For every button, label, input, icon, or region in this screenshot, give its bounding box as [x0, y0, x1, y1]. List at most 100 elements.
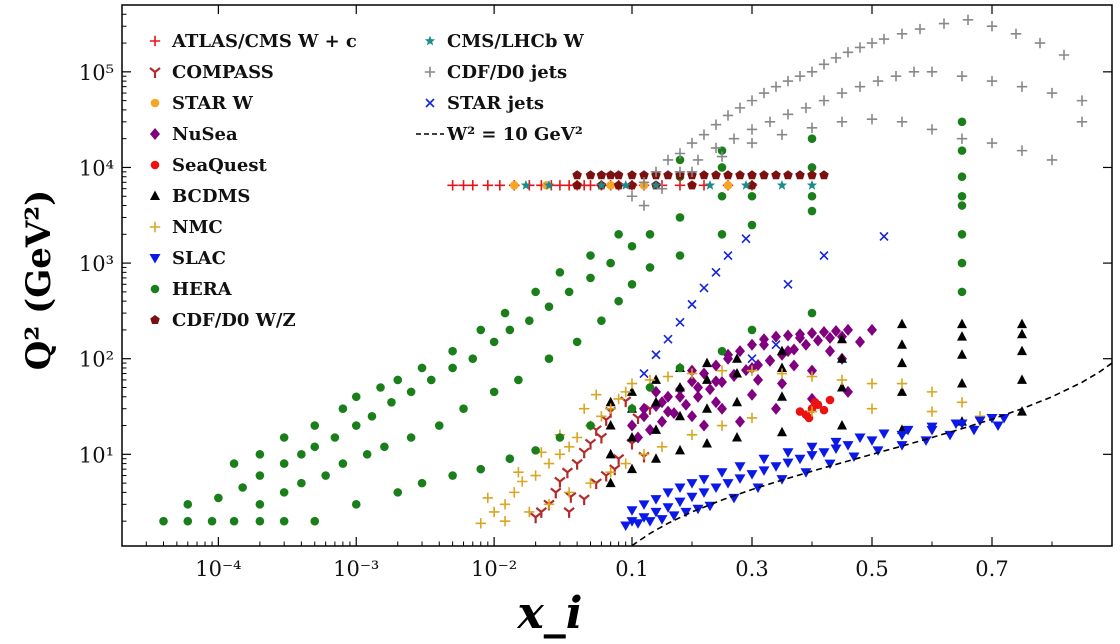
data-point	[482, 492, 494, 504]
data-point	[626, 378, 638, 389]
x-tick-label: 0.7	[975, 557, 1008, 581]
x-tick-label: 0.3	[735, 557, 768, 581]
data-point	[279, 488, 289, 497]
data-point	[406, 433, 416, 442]
data-point	[854, 433, 866, 443]
data-point	[614, 296, 623, 306]
data-point	[448, 363, 457, 373]
legend-entry-compass: COMPASS	[149, 62, 274, 83]
data-point	[612, 453, 625, 465]
legend-entry-nmc: NMC	[149, 217, 223, 238]
data-point	[376, 383, 385, 392]
data-point	[674, 166, 686, 178]
data-point	[572, 170, 582, 180]
data-point	[717, 163, 727, 172]
data-point	[759, 338, 769, 351]
data-point	[645, 230, 655, 239]
data-point	[806, 451, 818, 461]
data-point	[753, 373, 763, 386]
data-point	[543, 458, 555, 469]
data-point	[417, 363, 427, 373]
data-point	[586, 273, 595, 283]
data-point	[732, 353, 742, 363]
data-point	[837, 420, 847, 430]
data-point	[686, 479, 698, 489]
data-point	[806, 66, 818, 78]
data-point	[711, 396, 721, 409]
data-point	[842, 47, 854, 58]
data-point	[717, 230, 727, 239]
data-point	[897, 318, 907, 329]
data-point	[674, 148, 686, 159]
data-point	[675, 410, 685, 421]
data-point	[509, 181, 519, 190]
data-point	[605, 448, 616, 459]
data-point	[406, 387, 416, 397]
data-point	[717, 402, 727, 415]
data-point	[351, 421, 361, 430]
axis-ticks: 10¹ 10² 10³ 10⁴ 10⁵ 10⁻⁴ 10⁻³ 10⁻² 0.1 0.3 0.5 0.7	[79, 4, 1112, 581]
data-point	[675, 390, 685, 403]
data-point	[596, 179, 607, 190]
data-point	[578, 494, 590, 506]
data-point	[956, 71, 968, 82]
data-point	[351, 500, 361, 509]
data-point	[310, 516, 320, 526]
data-point	[639, 368, 649, 379]
data-point	[854, 42, 866, 53]
data-point	[764, 116, 776, 128]
data-point	[938, 18, 950, 29]
data-point	[505, 454, 515, 464]
data-point	[680, 507, 692, 518]
legend-marker	[150, 128, 160, 140]
data-point	[686, 492, 698, 503]
x-tick-label: 10⁻⁴	[195, 557, 241, 581]
data-point	[458, 180, 469, 191]
data-point	[644, 517, 656, 527]
data-point	[613, 170, 624, 180]
legend-entry-w-10-gev: W² = 10 GeV²	[416, 124, 583, 145]
data-point	[702, 437, 712, 448]
data-point	[367, 411, 377, 421]
data-point	[878, 33, 890, 45]
y-tick-label: 10⁵	[79, 61, 114, 85]
data-point	[183, 500, 193, 509]
data-point	[747, 338, 757, 351]
data-point	[771, 402, 781, 415]
data-point	[279, 516, 289, 526]
data-point	[747, 325, 757, 335]
legend-label: NMC	[172, 217, 223, 238]
data-point	[956, 397, 968, 408]
legend-label: HERA	[172, 279, 233, 300]
data-point	[571, 432, 583, 443]
series-hera	[159, 117, 967, 526]
data-point	[777, 345, 787, 356]
data-point	[806, 442, 818, 453]
data-point	[896, 378, 908, 389]
legend-label: CDF/D0 W/Z	[172, 310, 296, 331]
data-point	[810, 398, 820, 407]
data-point	[578, 447, 590, 459]
data-point	[723, 181, 733, 190]
data-point	[957, 172, 967, 182]
data-point	[596, 411, 607, 422]
data-point	[776, 368, 788, 379]
data-point	[565, 491, 577, 503]
series-w-10-gev	[631, 362, 1112, 546]
data-point	[783, 279, 793, 289]
data-point	[1017, 328, 1027, 339]
data-point	[500, 308, 510, 318]
data-point	[926, 422, 938, 433]
data-point	[656, 183, 668, 194]
data-point	[448, 471, 457, 480]
data-point	[897, 339, 907, 349]
data-point	[393, 488, 403, 497]
data-point	[620, 521, 632, 532]
data-point	[488, 506, 500, 518]
data-point	[735, 170, 745, 180]
data-point	[555, 433, 565, 442]
data-point	[968, 425, 980, 436]
data-point	[517, 476, 528, 487]
data-point	[620, 458, 631, 469]
data-point	[717, 191, 727, 201]
